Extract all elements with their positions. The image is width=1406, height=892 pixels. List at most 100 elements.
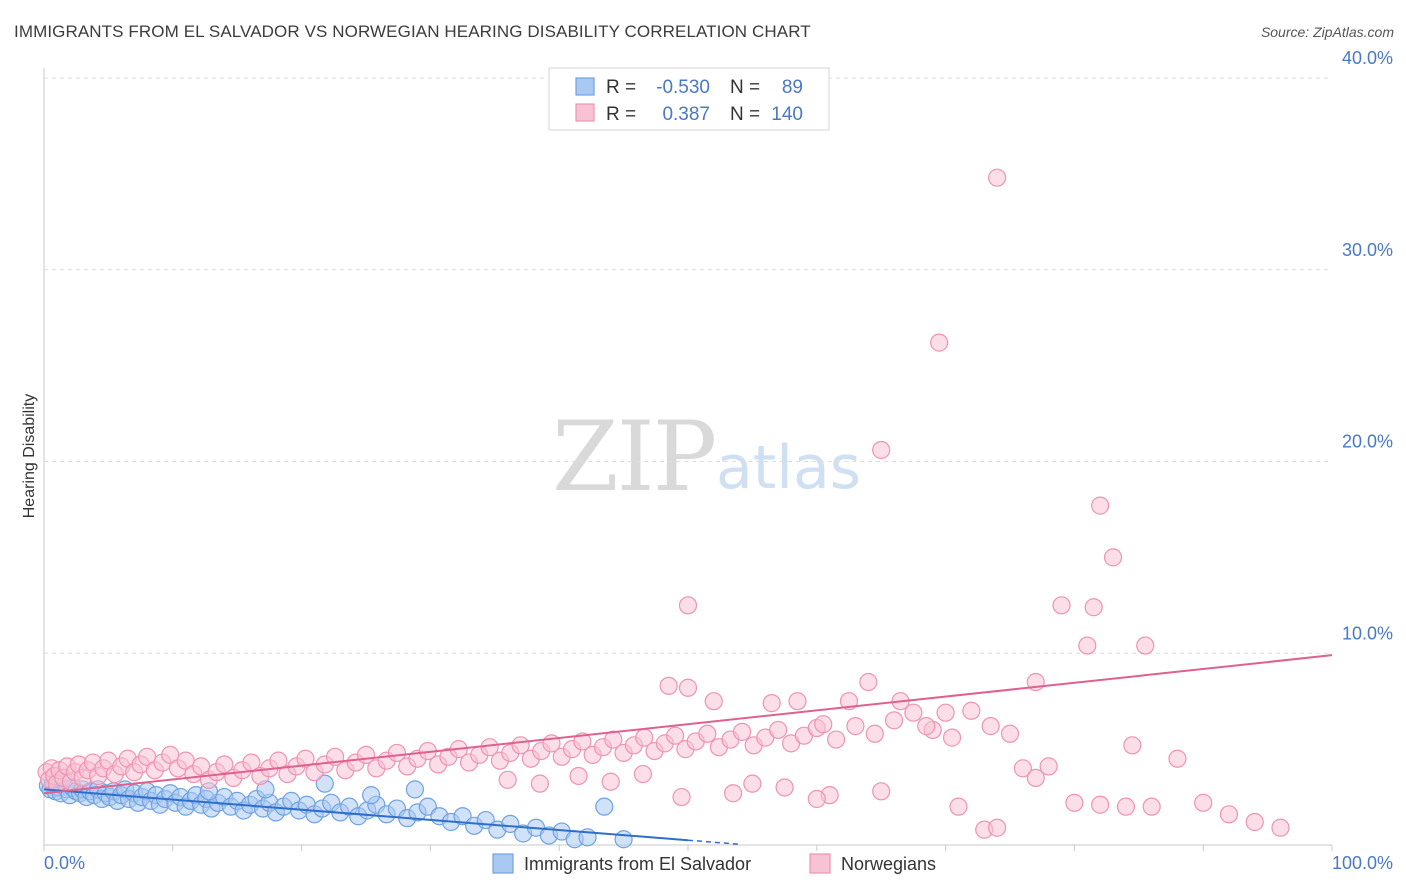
y-tick-label-10: 10.0% (1342, 623, 1393, 643)
point-norwegians-86 (769, 720, 788, 740)
point-norwegians-68 (573, 732, 592, 751)
gridlines (44, 77, 1332, 654)
point-norwegians-101 (859, 672, 878, 692)
y-tick-label-40: 40.0% (1342, 48, 1393, 68)
point-norwegians-132 (872, 782, 891, 801)
chart-source: Source: ZipAtlas.com (1260, 24, 1394, 40)
point-norwegians-121 (1245, 812, 1264, 832)
point-norwegians-130 (775, 778, 794, 797)
point-norwegians-97 (962, 701, 981, 720)
point-norwegians-99 (1000, 724, 1020, 743)
point-norwegians-119 (1194, 793, 1213, 812)
point-norwegians-123 (498, 770, 517, 789)
point-norwegians-135 (1168, 749, 1187, 768)
legend-swatch-immigrants-el-salvador (492, 853, 514, 874)
point-norwegians-96 (942, 728, 962, 747)
stats-legend-r-label-pink: R = (606, 104, 636, 125)
point-norwegians-125 (569, 766, 588, 786)
trend-lines (43, 654, 1333, 846)
point-norwegians-122 (1271, 818, 1290, 837)
stats-legend-swatch-blue (575, 77, 595, 96)
watermark-atlas: atlas (716, 433, 861, 503)
stats-legend-n-label-blue: N = (730, 77, 760, 98)
trend-line-immigrants-el-salvador (43, 788, 689, 842)
point-norwegians-148 (743, 774, 762, 793)
stats-legend-box (548, 67, 830, 131)
stats-legend-n-value-pink: 140 (771, 104, 803, 125)
point-norwegians-139 (678, 596, 698, 615)
point-norwegians-118 (1142, 797, 1161, 816)
point-norwegians-103 (788, 692, 807, 711)
point-norwegians-143 (1091, 496, 1110, 515)
point-norwegians-142 (872, 440, 891, 460)
point-norwegians-93 (884, 711, 904, 730)
point-norwegians-147 (936, 703, 955, 722)
point-norwegians-107 (762, 694, 781, 713)
x-axis-ticks (43, 845, 1333, 851)
point-norwegians-108 (814, 715, 833, 734)
point-norwegians-105 (678, 678, 698, 697)
watermark: ZIP atlas (552, 401, 861, 513)
point-immigrants-el-salvador-88 (595, 797, 614, 816)
point-norwegians-71 (604, 730, 623, 749)
point-norwegians-144 (1136, 636, 1155, 655)
stats-legend: R = -0.530 N = 89 R = 0.387 N = 140 (548, 67, 830, 131)
point-norwegians-120 (1219, 805, 1239, 824)
point-immigrants-el-salvador-87 (405, 780, 425, 799)
stats-legend-r-label-blue: R = (606, 77, 636, 98)
point-norwegians-129 (723, 784, 743, 803)
point-norwegians-41 (296, 749, 315, 768)
point-norwegians-83 (732, 722, 752, 741)
point-norwegians-104 (659, 676, 678, 695)
y-axis-label: Hearing Disability (21, 394, 38, 519)
point-norwegians-114 (1039, 757, 1058, 776)
point-norwegians-80 (698, 724, 717, 743)
chart-title: IMMIGRANTS FROM EL SALVADOR VS NORWEGIAN… (14, 22, 811, 41)
point-norwegians-127 (633, 764, 653, 784)
point-immigrants-el-salvador-86 (362, 786, 381, 805)
y-tick-label-20: 20.0% (1342, 432, 1393, 452)
point-norwegians-77 (666, 726, 685, 745)
point-norwegians-116 (1091, 795, 1110, 814)
point-norwegians-141 (930, 333, 949, 352)
bottom-legend: Immigrants from El Salvador Norwegians (492, 853, 936, 874)
point-norwegians-92 (865, 724, 884, 743)
point-norwegians-145 (1084, 598, 1103, 617)
point-immigrants-el-salvador-75 (501, 814, 520, 834)
point-norwegians-106 (704, 692, 723, 711)
stats-legend-swatch-pink (575, 103, 595, 122)
point-norwegians-113 (1026, 768, 1045, 787)
trend-line-norwegians (43, 654, 1333, 795)
trend-line-extension-immigrants-el-salvador (687, 839, 740, 846)
point-norwegians-133 (988, 818, 1007, 837)
stats-legend-n-value-blue: 89 (782, 77, 803, 98)
legend-label-immigrants-el-salvador: Immigrants from El Salvador (524, 854, 751, 874)
point-norwegians-50 (387, 743, 407, 763)
point-norwegians-109 (917, 717, 936, 736)
point-norwegians-91 (846, 717, 865, 736)
point-norwegians-137 (1078, 636, 1097, 655)
point-norwegians-136 (1052, 596, 1071, 615)
x-tick-label-min: 0.0% (44, 853, 85, 873)
point-norwegians-90 (827, 730, 846, 749)
stats-legend-r-value-pink: 0.387 (662, 104, 710, 125)
legend-swatch-norwegians (809, 853, 831, 874)
legend-label-norwegians: Norwegians (841, 854, 936, 874)
point-norwegians-134 (1123, 736, 1142, 755)
watermark-zip: ZIP (552, 401, 715, 513)
point-norwegians-117 (1116, 797, 1136, 816)
y-tick-label-30: 30.0% (1342, 240, 1393, 260)
point-norwegians-138 (1103, 548, 1123, 567)
point-immigrants-el-salvador-82 (614, 830, 633, 849)
x-tick-label-max: 100.0% (1332, 853, 1393, 873)
point-norwegians-126 (601, 772, 620, 791)
point-immigrants-el-salvador-85 (315, 774, 334, 793)
point-norwegians-128 (672, 787, 691, 807)
point-norwegians-94 (904, 703, 923, 722)
point-norwegians-38 (269, 751, 288, 770)
y-axis-tick-labels: 10.0% 20.0% 30.0% 40.0% (1342, 48, 1393, 643)
point-norwegians-98 (981, 717, 1000, 736)
point-norwegians-110 (949, 797, 968, 816)
point-norwegians-115 (1065, 793, 1084, 812)
